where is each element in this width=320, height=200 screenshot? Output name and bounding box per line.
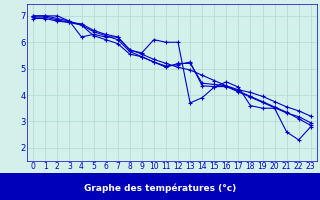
Text: Graphe des températures (°c): Graphe des températures (°c) — [84, 183, 236, 193]
